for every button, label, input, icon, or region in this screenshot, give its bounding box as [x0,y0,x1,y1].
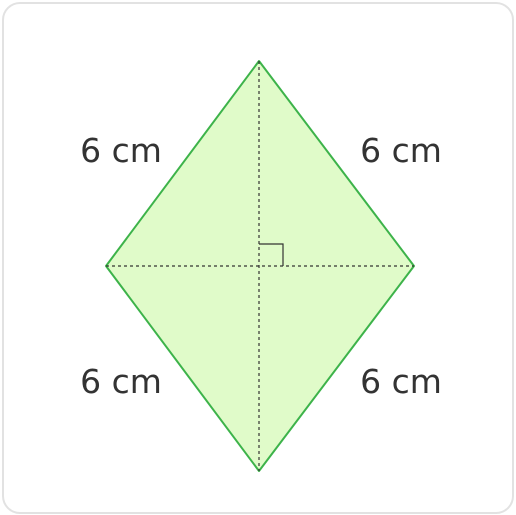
side-label-bottom-right: 6 cm [360,362,442,401]
side-label-bottom-left: 6 cm [80,362,162,401]
side-label-top-left: 6 cm [80,131,162,170]
right-angle-marker [259,243,284,266]
rhombus-shape [105,60,415,472]
side-label-top-right: 6 cm [360,131,442,170]
